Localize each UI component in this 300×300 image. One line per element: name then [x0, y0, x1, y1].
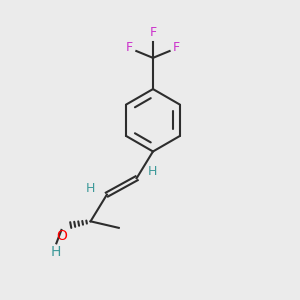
- Text: H: H: [148, 165, 157, 178]
- Text: F: F: [126, 41, 133, 54]
- Text: F: F: [173, 41, 180, 54]
- Text: H: H: [86, 182, 96, 194]
- Text: H: H: [50, 245, 61, 259]
- Text: F: F: [149, 26, 157, 39]
- Text: O: O: [56, 230, 67, 243]
